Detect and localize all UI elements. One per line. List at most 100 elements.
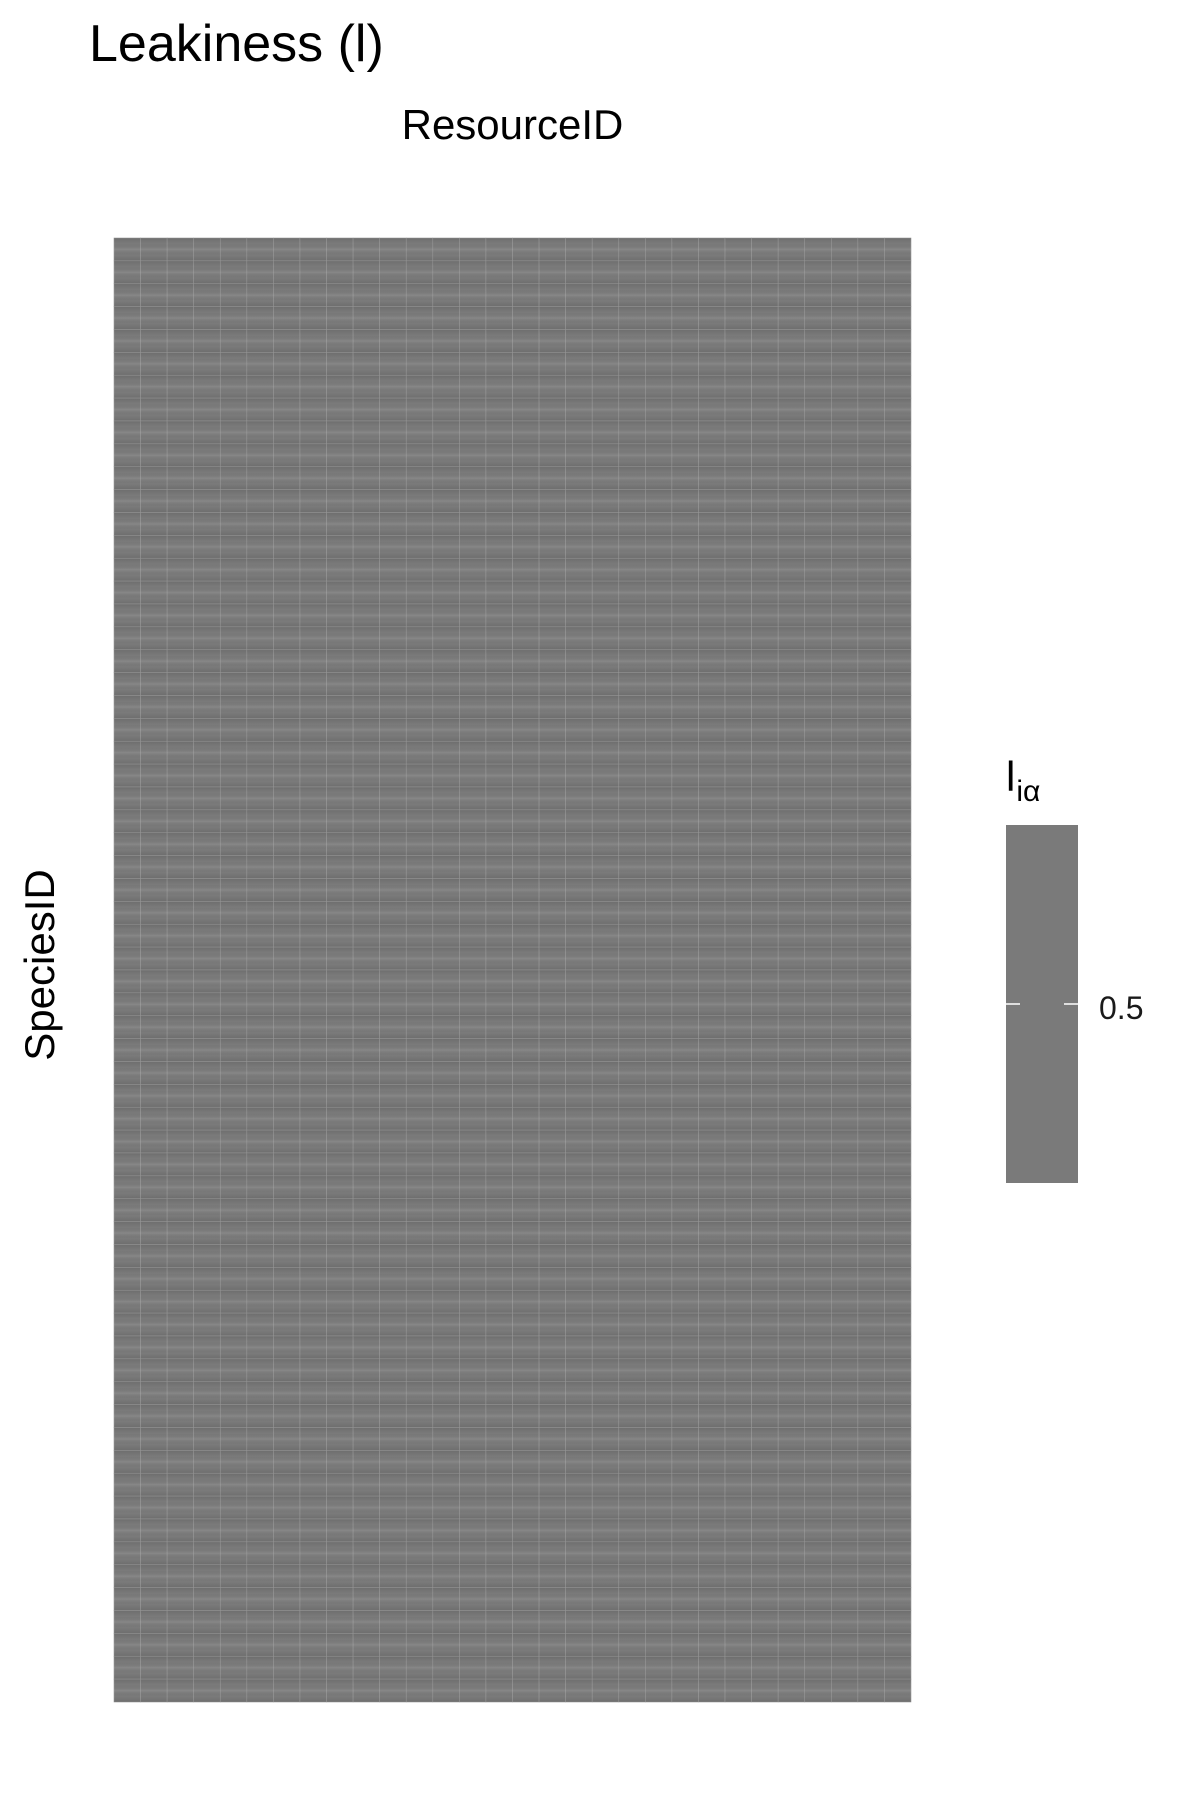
heatmap-cell-shade	[884, 626, 911, 650]
heatmap-cell-shade	[804, 855, 832, 879]
heatmap-cell-shade	[246, 924, 274, 948]
heatmap-cell-shade	[804, 924, 832, 948]
heatmap-cell-shade	[512, 238, 540, 261]
heatmap-cell-shade	[485, 1610, 513, 1634]
heatmap-cell-shade	[432, 1427, 460, 1451]
heatmap-cell-shade	[778, 832, 805, 856]
heatmap-cell-shade	[645, 535, 672, 559]
heatmap-cell-shade	[698, 512, 726, 536]
heatmap-cell-shade	[459, 260, 486, 284]
heatmap-cell-shade	[565, 1015, 593, 1039]
heatmap-cell-shade	[193, 1633, 221, 1657]
heatmap-cell-shade	[857, 398, 885, 422]
heatmap-cell-shade	[220, 558, 247, 582]
heatmap-cell-shade	[884, 1244, 911, 1268]
heatmap-cell-shade	[485, 1633, 513, 1657]
heatmap-cell-shade	[432, 718, 460, 742]
heatmap-cell-shade	[326, 878, 354, 902]
heatmap-cell-shade	[459, 238, 486, 261]
heatmap-cell-shade	[432, 1175, 460, 1199]
heatmap-cell-shade	[379, 809, 407, 833]
heatmap-cell-shade	[804, 466, 832, 490]
heatmap-cell-shade	[751, 352, 779, 376]
heatmap-cell-shade	[432, 489, 460, 513]
heatmap-cell-shade	[592, 1038, 619, 1062]
heatmap-cell-shade	[326, 466, 354, 490]
heatmap-cell-shade	[406, 1427, 433, 1451]
heatmap-cell-shade	[884, 581, 911, 605]
heatmap-cell-shade	[804, 558, 832, 582]
heatmap-cell-shade	[778, 947, 805, 971]
heatmap-cell-shade	[353, 1519, 380, 1542]
heatmap-cell-shade	[512, 1564, 540, 1588]
heatmap-cell-shade	[778, 238, 805, 261]
heatmap-cell-shade	[725, 1450, 752, 1474]
heatmap-cell-shade	[485, 306, 513, 330]
heatmap-cell-shade	[751, 695, 779, 719]
heatmap-cell-shade	[884, 809, 911, 833]
heatmap-cell-shade	[618, 924, 646, 948]
heatmap-cell-shade	[432, 1496, 460, 1520]
heatmap-cell-shade	[273, 1336, 300, 1359]
heatmap-cell-shade	[725, 970, 752, 993]
heatmap-cell-shade	[193, 1679, 221, 1703]
heatmap-cell-shade	[831, 1061, 858, 1085]
heatmap-cell-shade	[831, 329, 858, 353]
heatmap-cell-shade	[246, 809, 274, 833]
heatmap-cell-shade	[804, 1519, 832, 1542]
heatmap-cell-shade	[299, 398, 327, 422]
heatmap-cell-shade	[406, 558, 433, 582]
heatmap-cell-shade	[671, 1198, 699, 1222]
heatmap-cell-shade	[804, 260, 832, 284]
heatmap-cell-shade	[565, 1587, 593, 1611]
heatmap-cell-shade	[592, 1061, 619, 1085]
heatmap-cell-shade	[193, 398, 221, 422]
heatmap-cell-shade	[299, 1107, 327, 1131]
heatmap-cell-shade	[114, 1175, 141, 1199]
heatmap-cell-shade	[193, 466, 221, 490]
heatmap-cell-shade	[857, 1404, 885, 1428]
heatmap-cell-shade	[140, 970, 168, 993]
heatmap-cell-shade	[353, 352, 380, 376]
heatmap-cell-shade	[645, 443, 672, 467]
heatmap-cell-shade	[804, 1610, 832, 1634]
heatmap-cell-shade	[353, 398, 380, 422]
heatmap-cell-shade	[459, 924, 486, 948]
heatmap-cell-shade	[379, 1656, 407, 1680]
heatmap-cell-shade	[565, 512, 593, 536]
heatmap-cell-shade	[353, 695, 380, 719]
heatmap-cell-shade	[326, 1381, 354, 1405]
heatmap-cell-shade	[273, 1038, 300, 1062]
heatmap-cell-shade	[193, 535, 221, 559]
heatmap-cell-shade	[671, 1633, 699, 1657]
heatmap-cell-shade	[645, 1084, 672, 1108]
heatmap-cell-shade	[406, 238, 433, 261]
heatmap-cell-shade	[193, 329, 221, 353]
heatmap-cell-shade	[618, 535, 646, 559]
heatmap-cell-shade	[539, 1564, 566, 1588]
heatmap-cell-shade	[645, 375, 672, 399]
heatmap-cell-shade	[645, 1015, 672, 1039]
heatmap-cell-shade	[751, 855, 779, 879]
heatmap-cell-shade	[884, 1450, 911, 1474]
heatmap-cell-shade	[326, 741, 354, 765]
heatmap-cell-shade	[857, 1198, 885, 1222]
heatmap-cell-shade	[193, 809, 221, 833]
heatmap-cell-shade	[645, 992, 672, 1016]
heatmap-cell-shade	[512, 398, 540, 422]
heatmap-cell-shade	[353, 1084, 380, 1108]
heatmap-cell-shade	[778, 512, 805, 536]
heatmap-cell-shade	[167, 512, 194, 536]
heatmap-cell-shade	[246, 1290, 274, 1314]
heatmap-cell-shade	[671, 1015, 699, 1039]
heatmap-cell-shade	[725, 260, 752, 284]
heatmap-cell-shade	[459, 375, 486, 399]
heatmap-cell-shade	[539, 1679, 566, 1703]
heatmap-cell-shade	[193, 1267, 221, 1291]
heatmap-cell-shade	[246, 672, 274, 696]
heatmap-cell-shade	[751, 1633, 779, 1657]
heatmap-cell-shade	[512, 558, 540, 582]
heatmap-cell-shade	[406, 466, 433, 490]
heatmap-cell-shade	[698, 1656, 726, 1680]
